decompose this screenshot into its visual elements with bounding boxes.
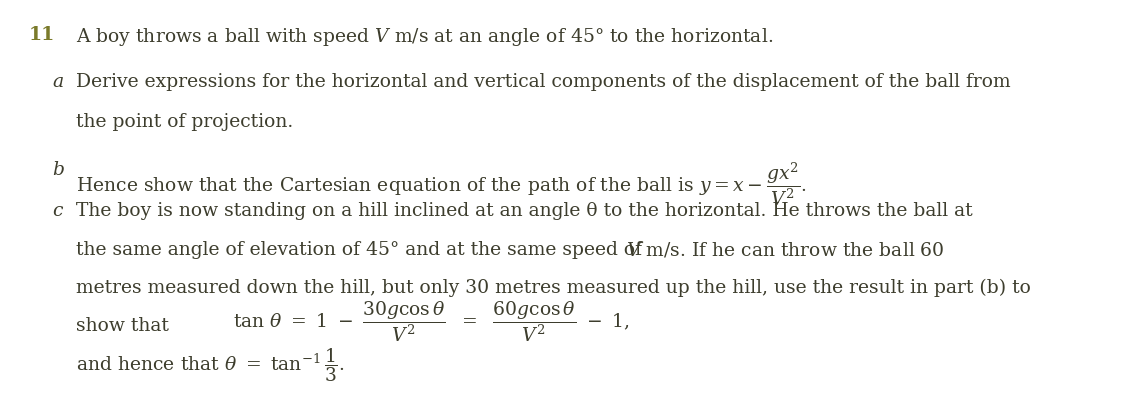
Text: show that: show that: [76, 317, 169, 335]
Text: and hence that $\theta\ =\ \tan^{-1}\dfrac{1}{3}.$: and hence that $\theta\ =\ \tan^{-1}\dfr…: [76, 347, 344, 384]
Text: c: c: [52, 202, 63, 220]
Text: The boy is now standing on a hill inclined at an angle θ to the horizontal. He t: The boy is now standing on a hill inclin…: [76, 202, 973, 220]
Text: the same angle of elevation of 45° and at the same speed of: the same angle of elevation of 45° and a…: [76, 241, 648, 259]
Text: a: a: [52, 73, 63, 91]
Text: b: b: [52, 161, 64, 178]
Text: $V$ m/s. If he can throw the ball 60: $V$ m/s. If he can throw the ball 60: [627, 241, 946, 260]
Text: the point of projection.: the point of projection.: [76, 113, 293, 131]
Text: 11: 11: [29, 26, 55, 44]
Text: metres measured down the hill, but only 30 metres measured up the hill, use the : metres measured down the hill, but only …: [76, 279, 1030, 297]
Text: A boy throws a ball with speed $V$ m/s at an angle of 45° to the horizontal.: A boy throws a ball with speed $V$ m/s a…: [76, 26, 772, 48]
Text: $\tan\,\theta\ =\ 1\ -\ \dfrac{30g\cos\theta}{V^2}\ \ =\ \ \dfrac{60g\cos\theta}: $\tan\,\theta\ =\ 1\ -\ \dfrac{30g\cos\t…: [233, 300, 629, 344]
Text: Hence show that the Cartesian equation of the path of the ball is $y = x - \dfra: Hence show that the Cartesian equation o…: [76, 161, 806, 209]
Text: Derive expressions for the horizontal and vertical components of the displacemen: Derive expressions for the horizontal an…: [76, 73, 1010, 91]
